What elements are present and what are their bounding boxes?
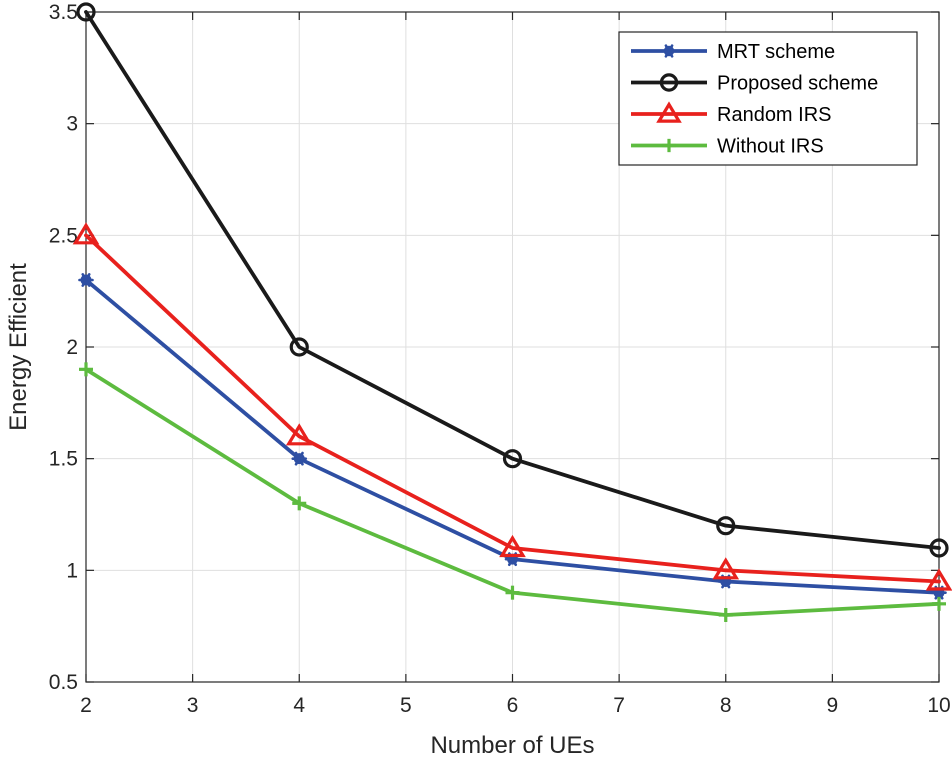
y-tick-label: 0.5	[49, 671, 78, 694]
legend-item: MRT scheme	[631, 41, 835, 63]
legend-swatch-marker	[662, 138, 676, 153]
series-without-irs	[79, 362, 946, 622]
legend-swatch-marker	[661, 44, 677, 58]
data-point-marker	[716, 516, 736, 536]
y-tick-label: 3	[66, 113, 78, 136]
legend-label: MRT scheme	[717, 41, 835, 63]
data-point-marker	[79, 362, 93, 377]
data-point-marker	[502, 449, 523, 469]
series-group	[72, 2, 952, 622]
y-axis-title: Energy Efficient	[5, 263, 32, 431]
x-tick-label: 3	[187, 694, 199, 717]
y-tick-label: 2	[66, 336, 78, 359]
data-point-marker	[72, 222, 100, 245]
x-tick-label: 10	[927, 694, 950, 717]
series-proposed-scheme	[76, 2, 949, 558]
x-tick-label: 7	[613, 694, 625, 717]
series-line	[84, 10, 941, 550]
x-tick-label: 5	[400, 694, 412, 717]
x-tick-label: 4	[293, 694, 305, 717]
data-point-marker	[78, 273, 94, 287]
legend-label: Random IRS	[717, 104, 832, 126]
y-tick-label: 2.5	[49, 224, 78, 247]
y-tick-label: 3.5	[49, 1, 78, 24]
data-point-marker	[932, 596, 946, 611]
y-tick-label: 1.5	[49, 448, 78, 471]
data-point-marker	[718, 608, 733, 622]
data-point-marker	[499, 534, 526, 558]
x-tick-label: 8	[720, 694, 732, 717]
legend-label: Proposed scheme	[717, 73, 878, 95]
series-random-irs	[72, 222, 952, 591]
data-point-marker	[291, 451, 308, 466]
data-point-marker	[289, 337, 309, 357]
legend-swatch-marker	[659, 73, 679, 92]
legend-swatch-marker	[656, 101, 682, 123]
axis-ticks: 2 3 4 5 6 7 8 9 10 0.5 1 1.5 2 2.5 3 3.5	[49, 1, 951, 717]
data-point-marker	[925, 568, 952, 591]
data-point-marker	[505, 585, 520, 600]
legend-label: Without IRS	[717, 136, 824, 158]
data-point-marker	[285, 423, 313, 446]
legend-item: Without IRS	[631, 136, 824, 158]
legend-item: Random IRS	[631, 101, 832, 126]
y-tick-label: 1	[66, 559, 78, 582]
x-axis-title: Number of UEs	[430, 732, 594, 759]
data-point-marker	[929, 538, 949, 558]
data-point-marker	[712, 557, 740, 580]
data-point-marker	[292, 496, 307, 511]
x-tick-label: 6	[507, 694, 519, 717]
x-tick-label: 9	[827, 694, 839, 717]
legend: MRT scheme Proposed scheme Random IRS Witho…	[618, 31, 918, 166]
x-tick-label: 2	[80, 694, 92, 717]
legend-item: Proposed scheme	[631, 73, 878, 95]
data-point-marker	[76, 2, 96, 22]
series-line	[84, 233, 941, 584]
